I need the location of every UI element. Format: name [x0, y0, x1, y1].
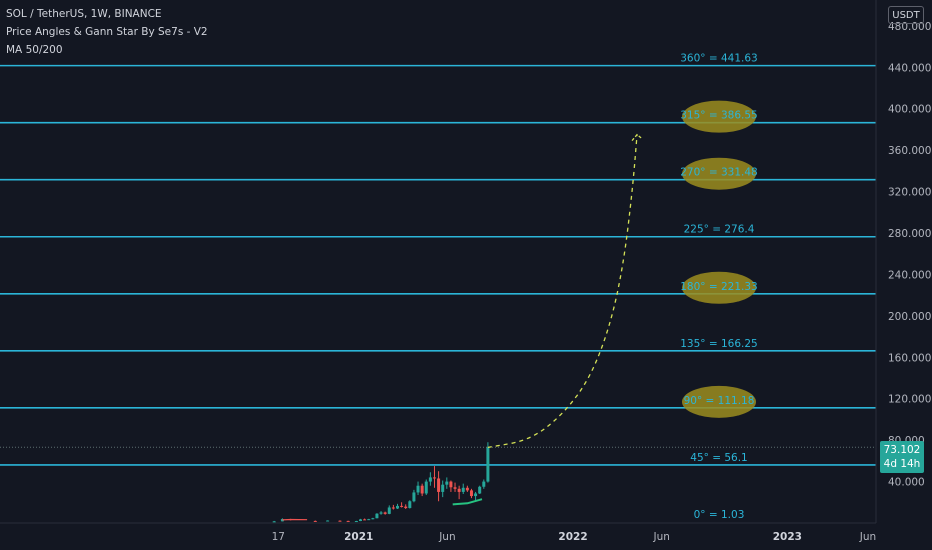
candle-body — [371, 518, 375, 520]
x-axis-tick-label: Jun — [652, 531, 669, 543]
y-axis-tick-label: 400.000 — [888, 104, 931, 116]
last-price-value: 73.102 — [883, 444, 921, 456]
candle-body — [326, 520, 330, 522]
y-axis-tick-label: 280.000 — [888, 228, 931, 240]
candle-body — [416, 485, 420, 493]
gann-level-label: 90° = 111.18 — [684, 395, 755, 407]
y-axis-tick-label: 200.000 — [888, 311, 931, 323]
gann-level-label: 315° = 386.55 — [680, 110, 758, 122]
candle-body — [469, 490, 473, 497]
candle-body — [408, 501, 412, 508]
candle-body — [354, 521, 358, 523]
candle-body — [449, 481, 453, 488]
currency-button[interactable]: USDT — [888, 6, 924, 24]
indicator-ma[interactable]: MA 50/200 — [6, 44, 63, 56]
candle-body — [482, 481, 486, 487]
candle-body — [412, 492, 416, 502]
candle-body — [387, 507, 391, 514]
candle-body — [358, 519, 362, 522]
x-axis-tick-label: 2021 — [344, 531, 373, 543]
gann-level-label: 225° = 276.4 — [684, 224, 755, 236]
projection-curve — [487, 133, 638, 449]
candle-body — [428, 477, 432, 482]
y-axis-tick-label: 120.000 — [888, 394, 931, 406]
candle-body — [383, 512, 387, 514]
candle-body — [367, 519, 371, 521]
gann-level-highlight — [682, 385, 756, 418]
candle-body — [313, 520, 317, 522]
candle-body — [437, 478, 441, 492]
gann-level-label: 180° = 221.33 — [680, 281, 758, 293]
candle-body — [486, 447, 490, 482]
indicator-gann-star[interactable]: Price Angles & Gann Star By Se7s - V2 — [6, 26, 208, 38]
y-axis-tick-label: 440.000 — [888, 62, 931, 74]
gann-level-label: 270° = 331.48 — [680, 167, 758, 179]
x-axis-tick-label: 17 — [272, 531, 285, 543]
candle-body — [478, 486, 482, 494]
last-price-badge: 73.102 4d 14h — [880, 441, 924, 473]
candle-body — [432, 477, 436, 479]
candle-body — [363, 519, 367, 521]
candle-body — [375, 513, 379, 519]
candle-body — [461, 487, 465, 492]
x-axis-tick-label: Jun — [859, 531, 876, 543]
gann-level-label: 135° = 166.25 — [680, 338, 758, 350]
gann-level-highlight — [682, 157, 756, 190]
candle-body — [420, 485, 424, 494]
candle-body — [424, 481, 428, 494]
gann-level-highlight — [682, 100, 756, 133]
candle-body — [338, 520, 342, 522]
y-axis-tick-label: 240.000 — [888, 269, 931, 281]
candle-body — [272, 521, 276, 523]
y-axis-tick-label: 320.000 — [888, 187, 931, 199]
ma-50-line — [452, 498, 483, 506]
candle-body — [445, 481, 449, 485]
y-axis-tick-label: 360.000 — [888, 145, 931, 157]
candle-body — [400, 505, 404, 507]
bar-countdown: 4d 14h — [883, 458, 921, 470]
candle-body — [404, 506, 408, 508]
gann-level-label: 45° = 56.1 — [690, 452, 747, 464]
candle-body — [391, 507, 395, 509]
x-axis-tick-label: 2023 — [773, 531, 802, 543]
candle-body — [453, 487, 457, 489]
gann-level-label: 0° = 1.03 — [694, 509, 745, 521]
candle-body — [457, 488, 461, 492]
x-axis-tick-label: 2022 — [558, 531, 587, 543]
candle-body — [395, 505, 399, 509]
candle-body — [465, 487, 469, 491]
candle-body — [441, 484, 445, 492]
gann-level-label: 360° = 441.63 — [680, 53, 758, 65]
candle-body — [280, 519, 284, 522]
candle-body — [379, 512, 383, 514]
symbol-title[interactable]: SOL / TetherUS, 1W, BINANCE — [6, 8, 162, 20]
x-axis-tick-label: Jun — [438, 531, 455, 543]
y-axis-tick-label: 40.000 — [888, 477, 925, 489]
gann-level-highlight — [682, 271, 756, 304]
y-axis-tick-label: 160.000 — [888, 352, 931, 364]
candle-body — [474, 493, 478, 497]
candle-body — [346, 520, 350, 522]
projection-arrowhead — [631, 133, 643, 142]
